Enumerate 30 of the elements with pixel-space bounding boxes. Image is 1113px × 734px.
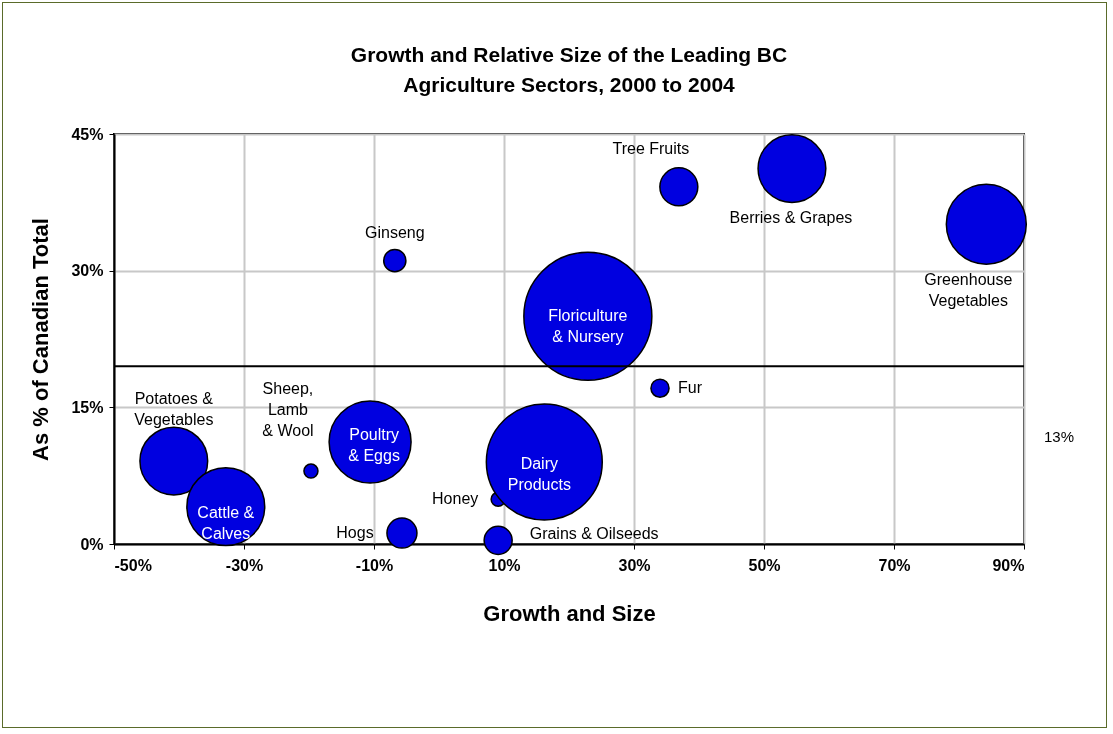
x-tick-label: -10%	[355, 556, 394, 574]
annotation: Dairy Products	[507, 455, 571, 493]
annotation: Fur	[678, 379, 703, 397]
x-tick-label: -50%	[114, 556, 152, 574]
y-tick-label: 15%	[71, 398, 104, 416]
y-axis-title: As % of Canadian Total	[28, 218, 54, 461]
chart-title: Growth and Relative Size of the Leading BC Agriculture Sectors, 2000 to 2004	[350, 43, 788, 96]
annotation: Sheep, Lamb & Wool	[262, 380, 314, 440]
annotation: Ginseng	[365, 223, 425, 241]
x-tick-label: 10%	[488, 556, 521, 574]
text: 13%	[1043, 428, 1075, 446]
x-tick-label: 90%	[992, 556, 1025, 574]
x-tick-label: 70%	[878, 556, 911, 574]
annotation: Potatoes & Vegetables	[134, 390, 214, 429]
annotation: Grains & Oilseeds	[529, 525, 659, 543]
y-tick-label: 30%	[71, 262, 104, 280]
x-tick-label: 50%	[748, 556, 781, 574]
annotation: Berries & Grapes	[729, 208, 853, 226]
annotation: Honey	[432, 490, 479, 508]
annotation: Cattle & Calves	[197, 503, 255, 542]
annotation: Greenhouse Vegetables	[924, 271, 1013, 310]
annotation: Tree Fruits	[612, 139, 690, 157]
x-tick-label: -30%	[225, 556, 264, 574]
y-tick-label: 0%	[80, 535, 104, 553]
x-tick-label: 30%	[618, 556, 651, 574]
x-axis-title: Growth and Size	[483, 600, 656, 626]
annotation: Floriculture & Nursery	[548, 307, 628, 346]
annotation: Poultry & Eggs	[348, 425, 400, 464]
y-tick-label: 45%	[71, 125, 104, 143]
annotation: Hogs	[336, 524, 374, 542]
